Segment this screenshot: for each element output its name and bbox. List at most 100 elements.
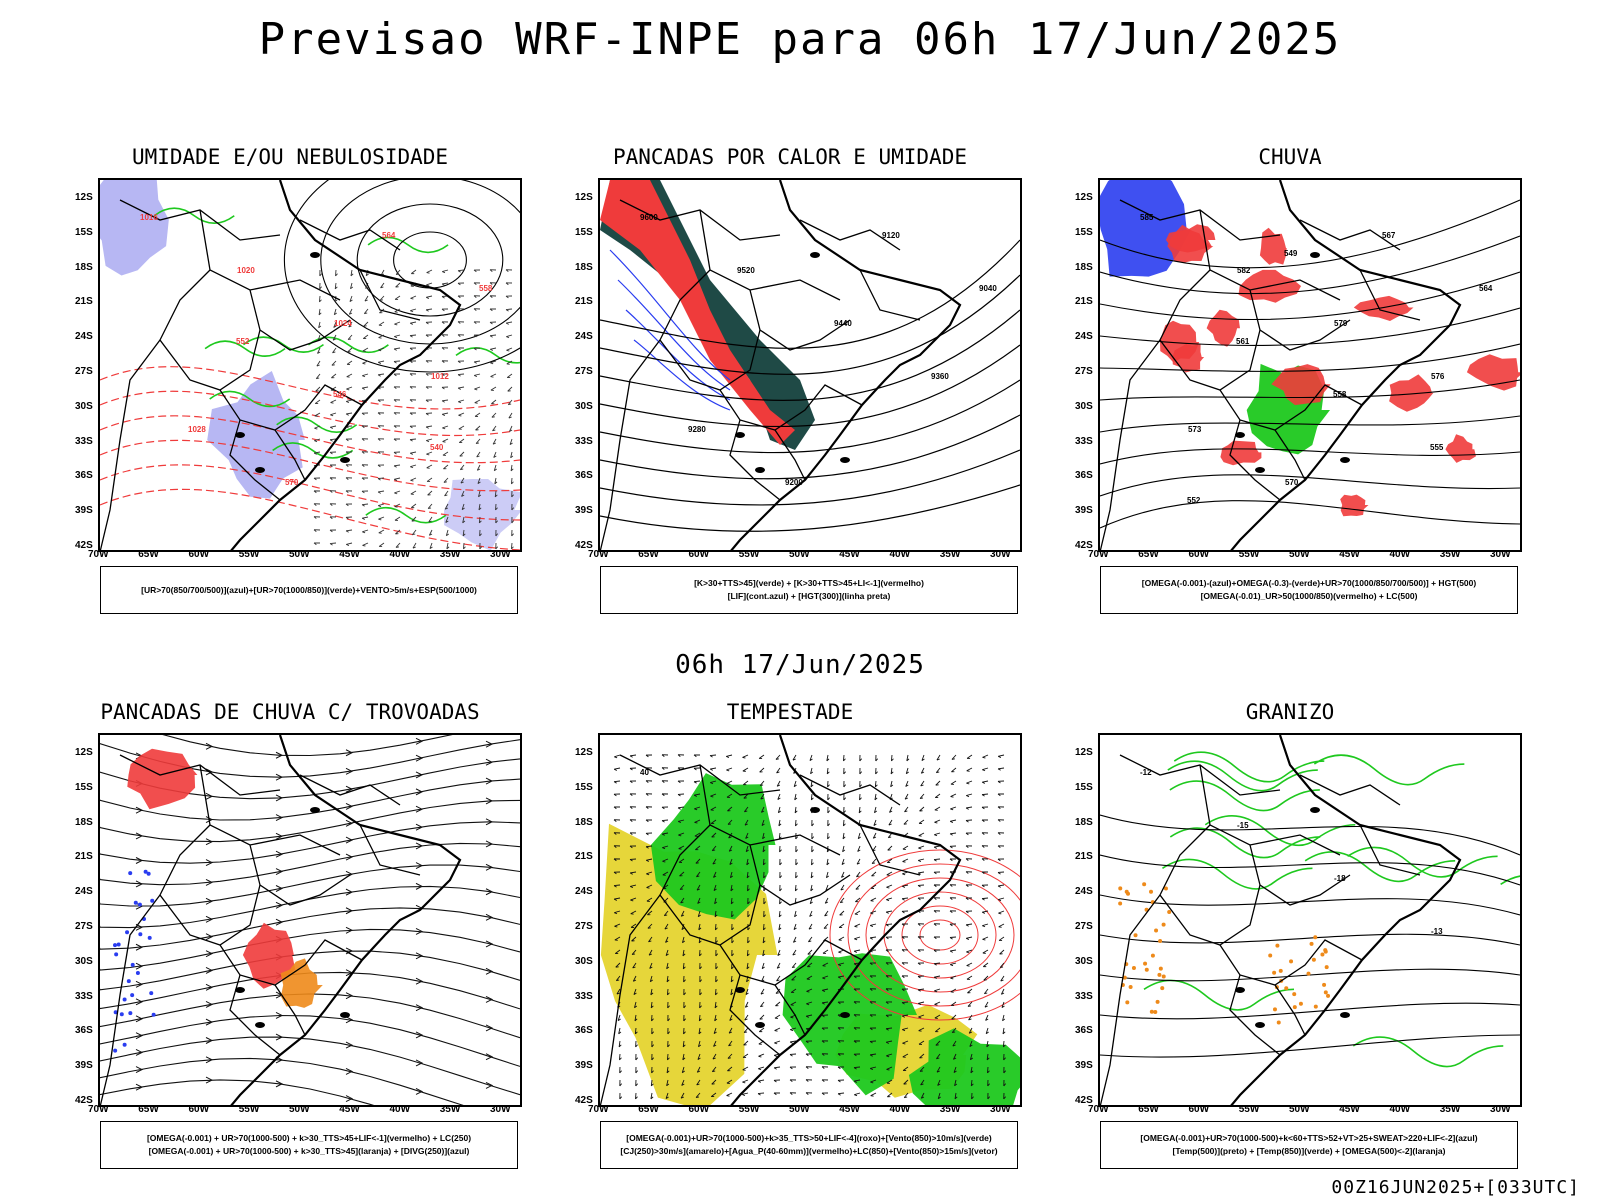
wind-vector xyxy=(495,516,498,524)
wind-vector xyxy=(779,871,783,879)
lat-label: 15S xyxy=(75,781,93,793)
wind-vector xyxy=(763,923,766,931)
lat-label: 39S xyxy=(1075,505,1093,517)
mid-title: 06h 17/Jun/2025 xyxy=(675,650,925,680)
wind-vector xyxy=(346,386,353,391)
wind-vector xyxy=(873,806,878,814)
wind-vector xyxy=(951,1014,957,1020)
wind-vector xyxy=(682,1053,686,1061)
divergence-dot xyxy=(113,1048,118,1053)
rain-area xyxy=(1353,295,1414,321)
wind-vector xyxy=(393,477,401,481)
wind-vector xyxy=(968,1027,973,1034)
lake-marker xyxy=(810,807,820,813)
lake-marker xyxy=(340,1012,350,1018)
wind-vector xyxy=(842,832,846,840)
wind-vector xyxy=(694,832,701,837)
wind-vector xyxy=(793,780,797,788)
border-line xyxy=(359,269,421,321)
divergence-dot xyxy=(122,1042,127,1047)
lake-marker xyxy=(255,1022,265,1028)
wind-vector xyxy=(393,438,401,442)
contour-label: 549 xyxy=(1284,249,1298,258)
lake-marker xyxy=(1235,987,1245,993)
wind-vector xyxy=(711,1066,717,1073)
wind-vector xyxy=(651,1053,655,1061)
panel-legend: [OMEGA(-0.001) + UR>70(1000-500) + k>30_… xyxy=(100,1121,518,1169)
wind-vector xyxy=(710,793,717,798)
lon-label: 65W xyxy=(638,549,659,560)
wind-vector xyxy=(905,767,909,775)
wind-vector xyxy=(997,754,1005,758)
lake-marker xyxy=(810,252,820,258)
wind-vector xyxy=(478,516,482,524)
wind-vector xyxy=(762,858,766,866)
wind-vector xyxy=(394,490,401,495)
wind-vector xyxy=(744,1001,749,1008)
wind-vector xyxy=(981,884,989,888)
wind-vector xyxy=(760,806,765,813)
wind-vector xyxy=(854,923,861,928)
flow-arrow xyxy=(135,1015,144,1023)
wind-vector xyxy=(777,806,782,814)
wind-vector xyxy=(854,936,861,941)
wind-vector xyxy=(425,373,433,376)
wind-vector xyxy=(965,806,973,810)
wind-vector xyxy=(869,1053,877,1057)
lat-label: 24S xyxy=(575,886,593,898)
wind-vector xyxy=(495,529,499,537)
wind-vector xyxy=(825,871,830,879)
rain-area xyxy=(1271,364,1331,406)
wind-vector xyxy=(727,806,733,812)
wind-vector xyxy=(393,360,401,364)
wind-vector xyxy=(950,793,957,798)
wind-vector xyxy=(315,373,321,380)
wind-vector xyxy=(794,884,798,892)
omega500-dot xyxy=(1157,972,1162,977)
flow-arrow xyxy=(485,888,494,896)
wind-vector xyxy=(998,923,1005,928)
lake-marker xyxy=(840,1012,850,1018)
lif-contour xyxy=(609,249,731,381)
hgt500-contour xyxy=(1100,448,1520,465)
contour-label: 576 xyxy=(1431,372,1445,381)
wind-vector xyxy=(681,936,686,944)
lat-label: 30S xyxy=(1075,400,1093,412)
wind-vector xyxy=(635,1040,638,1048)
wind-vector xyxy=(997,884,1005,888)
wind-vector xyxy=(507,386,513,392)
map-canvas: 40 xyxy=(600,735,1020,1105)
omega500-dot xyxy=(1292,992,1297,997)
wind-vector xyxy=(393,399,401,402)
wind-vector xyxy=(822,962,829,967)
border-line xyxy=(299,774,401,806)
thickness-contour xyxy=(100,464,520,521)
flow-arrow xyxy=(345,1067,354,1075)
omega500-dot xyxy=(1167,910,1172,915)
divergence-dot xyxy=(146,871,151,876)
wind-vector xyxy=(920,780,925,787)
wind-vector xyxy=(1000,988,1005,995)
border-line xyxy=(219,384,363,431)
flow-arrow xyxy=(485,967,494,975)
flow-arrow xyxy=(205,838,214,846)
wind-vector xyxy=(934,819,941,824)
wind-vector xyxy=(742,1092,749,1097)
wind-vector xyxy=(457,269,465,273)
wind-vector xyxy=(345,464,353,467)
lat-label: 18S xyxy=(75,261,93,273)
wind-vector xyxy=(489,308,497,312)
wind-vector xyxy=(329,425,337,429)
border-line xyxy=(274,984,306,1036)
temp850-contour xyxy=(1347,846,1498,878)
wind-vector xyxy=(792,949,797,956)
wind-vector xyxy=(966,767,973,772)
wind-vector xyxy=(966,975,973,980)
wind-vector xyxy=(613,884,621,888)
wind-vector xyxy=(827,780,830,788)
wind-vector xyxy=(853,1079,861,1083)
wind-vector xyxy=(901,949,909,952)
lon-label: 60W xyxy=(688,549,710,560)
wind-vector xyxy=(982,949,989,954)
wind-vector xyxy=(393,386,401,390)
